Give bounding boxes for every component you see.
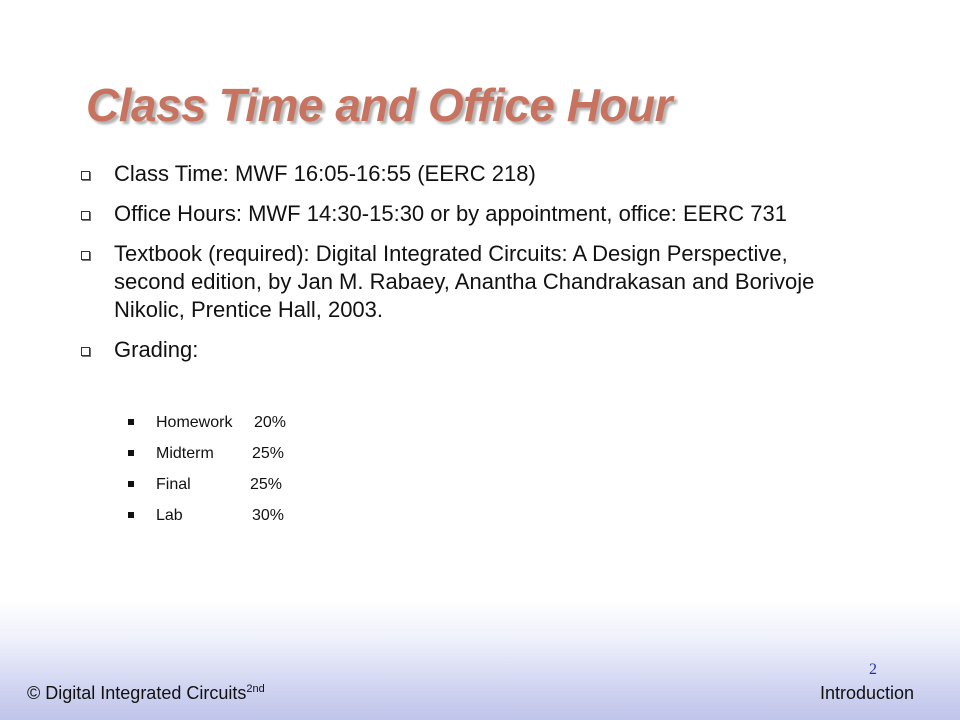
hollow-square-bullet-icon bbox=[81, 347, 90, 356]
grading-label: Midterm bbox=[156, 445, 214, 462]
bullet-grading: Grading: bbox=[76, 336, 836, 364]
filled-square-bullet-icon bbox=[128, 512, 134, 518]
footer-edition-superscript: 2nd bbox=[246, 683, 265, 695]
grading-label: Final bbox=[156, 476, 191, 493]
bullet-text: Office Hours: MWF 14:30-15:30 or by appo… bbox=[114, 201, 787, 226]
grading-label: Lab bbox=[156, 507, 183, 524]
hollow-square-bullet-icon bbox=[81, 251, 90, 260]
bullet-list: Class Time: MWF 16:05-16:55 (EERC 218) O… bbox=[76, 160, 836, 376]
bullet-text: Grading: bbox=[114, 337, 199, 362]
hollow-square-bullet-icon bbox=[81, 171, 90, 180]
grading-percent: 25% bbox=[250, 476, 283, 493]
hollow-square-bullet-icon bbox=[81, 211, 90, 220]
grading-percent: 25% bbox=[252, 445, 285, 462]
bullet-text: Textbook (required): Digital Integrated … bbox=[114, 241, 815, 322]
grading-percent: 20% bbox=[254, 414, 287, 431]
footer-section-title: Introduction bbox=[820, 683, 915, 703]
filled-square-bullet-icon bbox=[128, 419, 134, 425]
footer-copyright-text: © Digital Integrated Circuits bbox=[27, 683, 247, 703]
footer-copyright: © Digital Integrated Circuits2nd bbox=[27, 683, 265, 704]
page-number: 2 bbox=[869, 661, 877, 678]
grading-percent: 30% bbox=[252, 507, 285, 524]
filled-square-bullet-icon bbox=[128, 481, 134, 487]
bullet-class-time: Class Time: MWF 16:05-16:55 (EERC 218) bbox=[76, 160, 836, 188]
bullet-textbook: Textbook (required): Digital Integrated … bbox=[76, 240, 836, 324]
grading-label: Homework bbox=[156, 414, 233, 431]
bullet-text: Class Time: MWF 16:05-16:55 (EERC 218) bbox=[114, 161, 536, 186]
filled-square-bullet-icon bbox=[128, 450, 134, 456]
bullet-office-hours: Office Hours: MWF 14:30-15:30 or by appo… bbox=[76, 200, 836, 228]
slide-title: Class Time and Office Hour bbox=[86, 79, 673, 131]
